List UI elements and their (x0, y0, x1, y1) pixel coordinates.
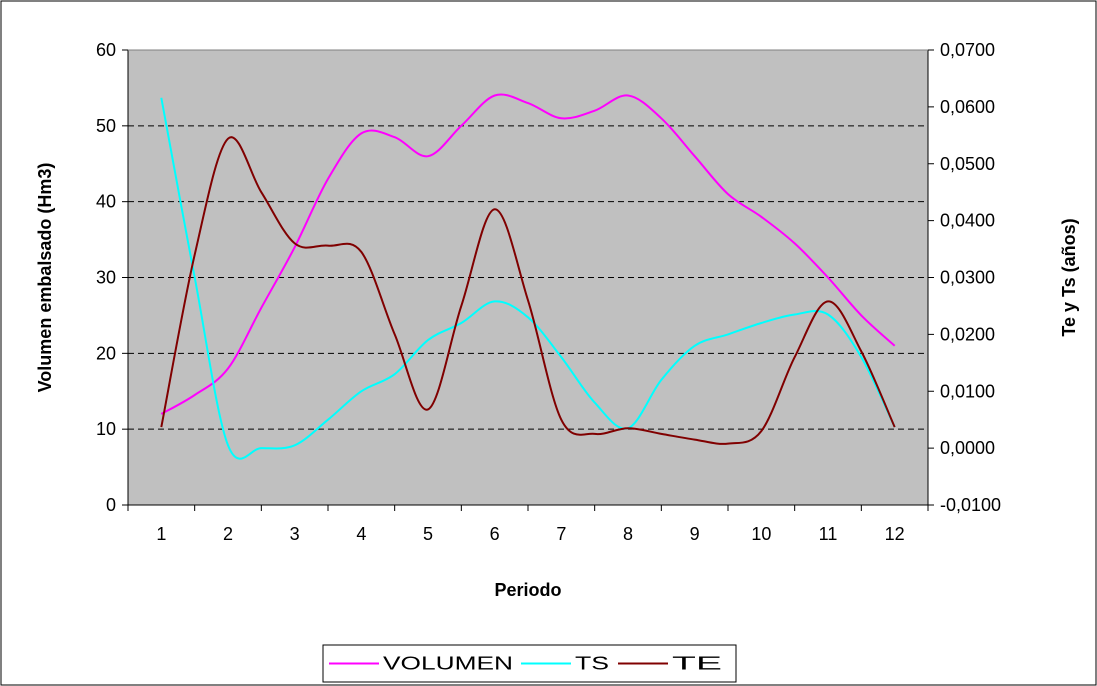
x-tick-label: 2 (223, 524, 233, 544)
y-right-tick-label: -0,0100 (940, 495, 1001, 515)
x-tick-label: 7 (556, 524, 566, 544)
y-right-tick-label: 0,0400 (940, 211, 995, 231)
x-tick-label: 12 (885, 524, 905, 544)
x-tick-label: 11 (819, 524, 838, 544)
x-tick-label: 3 (290, 524, 300, 544)
right-axis-ticks: -0,0100 0,0000 0,0100 0,0200 0,0300 0,0400 0,0… (928, 40, 1001, 515)
x-tick-label: 1 (156, 524, 166, 544)
y-axis-right-title: Te y Ts (años) (1059, 218, 1079, 336)
x-tick-label: 8 (623, 524, 633, 544)
y-axis-left-title: Volumen embalsado (Hm3) (35, 163, 55, 393)
x-axis-title: Periodo (494, 580, 561, 600)
y-right-tick-label: 0,0700 (940, 40, 995, 60)
series-line-ts (160, 97, 896, 460)
series-layer (160, 93, 896, 460)
x-tick-label: 10 (751, 524, 771, 544)
y-left-tick-label: 10 (96, 419, 116, 439)
y-right-tick-label: 0,0100 (940, 381, 995, 401)
left-axis-ticks: 0 10 20 30 40 50 60 (96, 40, 128, 515)
series-line-volumen (160, 93, 896, 415)
y-left-tick-label: 60 (96, 40, 116, 60)
y-left-tick-label: 30 (96, 268, 116, 288)
series-line-te (160, 136, 896, 445)
legend-label-ts: TS (575, 654, 609, 674)
legend: VOLUMEN TS TE (322, 644, 737, 683)
x-tick-label: 9 (690, 524, 700, 544)
gridlines (128, 125, 928, 430)
x-tick-label: 4 (356, 524, 366, 544)
y-left-tick-label: 0 (106, 495, 116, 515)
x-axis-ticks: 1 2 3 4 5 6 7 8 9 10 11 12 (127, 505, 929, 544)
y-left-tick-label: 40 (96, 192, 116, 212)
y-left-tick-label: 50 (96, 116, 116, 136)
legend-label-te: TE (672, 654, 722, 674)
legend-label-volumen: VOLUMEN (383, 654, 513, 674)
y-right-tick-label: 0,0300 (940, 268, 995, 288)
y-right-tick-label: 0,0200 (940, 324, 995, 344)
x-tick-label: 5 (423, 524, 433, 544)
y-right-tick-label: 0,0500 (940, 154, 995, 174)
y-right-tick-label: 0,0000 (940, 438, 995, 458)
y-right-tick-label: 0,0600 (940, 97, 995, 117)
y-left-tick-label: 20 (96, 343, 116, 363)
x-tick-label: 6 (490, 524, 500, 544)
